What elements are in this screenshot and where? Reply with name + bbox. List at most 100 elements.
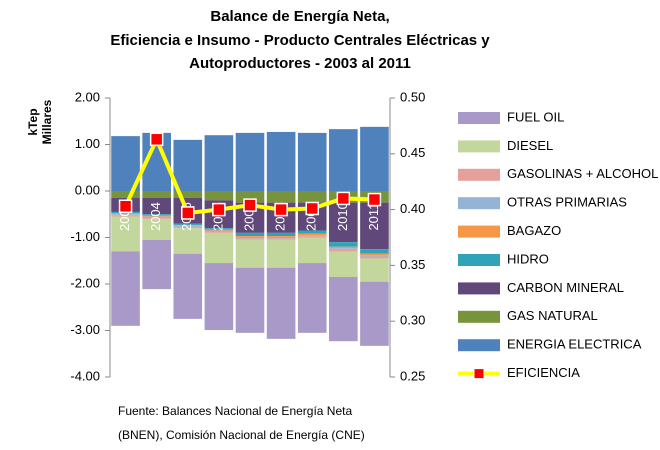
bar-segment <box>297 132 327 191</box>
bar-segment <box>204 231 234 233</box>
y-tick-label: 2.00 <box>75 89 100 104</box>
line-marker <box>274 202 288 217</box>
bar-segment <box>266 131 296 191</box>
bar-segment <box>297 237 327 264</box>
bar-segment <box>297 236 327 238</box>
bar-segment <box>204 135 234 191</box>
bar-segment <box>235 132 265 191</box>
legend-swatch <box>458 339 500 352</box>
bar-segment <box>142 215 171 217</box>
bar-segment <box>235 238 265 240</box>
bar-segment <box>173 228 203 254</box>
bar-segment <box>329 242 358 247</box>
legend-label: BAGAZO <box>507 223 561 238</box>
x-tick-label: 2011 <box>366 203 381 231</box>
y-axis-label: Millares <box>40 99 54 144</box>
line-marker <box>243 198 257 212</box>
legend-label: FUEL OIL <box>507 109 564 124</box>
bar-segment <box>204 191 234 201</box>
y2-tick-label: 0.45 <box>400 145 425 160</box>
y-axis-label: kTep <box>26 108 40 135</box>
bar-segment <box>204 232 234 264</box>
legend-swatch <box>458 282 500 295</box>
y-tick-label: 0.00 <box>75 182 100 197</box>
bar-segment <box>297 235 327 237</box>
y2-tick-label: 0.30 <box>400 313 425 328</box>
bar-segment <box>266 236 296 238</box>
bar-segment <box>297 263 327 333</box>
bar-segment <box>329 129 358 191</box>
line-marker <box>305 201 319 216</box>
bar-segment <box>142 239 171 290</box>
bar-segment <box>297 191 327 203</box>
bar-segment <box>204 263 234 331</box>
legend-label: DIESEL <box>507 138 553 153</box>
bar-segment <box>142 214 171 216</box>
bar-segment <box>329 251 358 278</box>
legend-swatch <box>458 112 500 124</box>
y-tick-label: -2.00 <box>70 275 100 290</box>
bar-segment <box>111 251 140 326</box>
line-marker <box>367 192 382 207</box>
legend-swatch <box>458 254 500 266</box>
source: Fuente: Balances Nacional de Energía Net… <box>118 404 352 418</box>
line-marker <box>118 199 133 214</box>
bar-segment <box>173 226 203 229</box>
y2-tick-label: 0.40 <box>400 201 425 216</box>
bar-segment <box>204 229 234 231</box>
x-tick-label: 2010 <box>335 202 350 231</box>
bar-segment <box>173 139 203 191</box>
line-marker <box>336 191 351 206</box>
bar-segment <box>360 202 389 250</box>
bar-segment <box>235 239 265 268</box>
y2-tick-label: 0.25 <box>400 368 425 383</box>
bar-segment <box>142 191 171 198</box>
line-marker <box>149 132 164 147</box>
legend-label: OTRAS PRIMARIAS <box>507 195 627 210</box>
line-marker <box>212 202 226 217</box>
legend-label: GASOLINAS + ALCOHOL <box>507 166 658 181</box>
bar-segment <box>266 232 296 237</box>
bar-segment <box>173 225 203 227</box>
bar-segment <box>360 258 389 282</box>
source: (BNEN), Comisión Nacional de Energía (CN… <box>118 428 365 442</box>
legend-label: EFICIENCIA <box>507 365 580 380</box>
legend-label: ENERGIA ELECTRICA <box>507 337 642 352</box>
bar-segment <box>173 253 203 319</box>
legend-label: CARBON MINERAL <box>507 280 624 295</box>
bar-segment <box>297 230 327 234</box>
y-tick-label: -1.00 <box>70 229 100 244</box>
line-marker <box>181 206 195 220</box>
bar-segment <box>329 277 358 342</box>
y-tick-label: -3.00 <box>70 322 100 337</box>
bar-segment <box>235 236 265 238</box>
bar-segment <box>360 255 389 257</box>
bar-segment <box>204 228 234 230</box>
bar-segment <box>142 218 171 240</box>
bar-segment <box>266 238 296 240</box>
legend-swatch <box>458 197 500 210</box>
bar-segment <box>204 230 234 232</box>
bar-segment <box>329 246 358 249</box>
bar-segment <box>173 223 203 225</box>
y-tick-label: 1.00 <box>75 136 100 151</box>
y2-tick-label: 0.50 <box>400 89 425 104</box>
bar-segment <box>266 237 296 239</box>
bar-segment <box>266 267 296 339</box>
legend-swatch <box>458 168 500 181</box>
chart-title: Balance de Energía Neta, <box>210 8 389 25</box>
bar-segment <box>235 267 265 333</box>
legend-swatch <box>473 368 485 380</box>
bar-segment <box>360 281 389 346</box>
bar-segment <box>173 224 203 226</box>
bar-segment <box>142 217 171 219</box>
bar-segment <box>173 191 203 198</box>
bar-segment <box>360 249 389 254</box>
bar-segment <box>329 202 358 243</box>
chart-title: Autoproductores - 2003 al 2011 <box>189 55 411 72</box>
bar-segment <box>235 237 265 239</box>
bar-segment <box>266 191 296 203</box>
bar-segment <box>111 216 140 252</box>
chart-title: Eficiencia e Insumo - Producto Centrales… <box>110 32 490 49</box>
